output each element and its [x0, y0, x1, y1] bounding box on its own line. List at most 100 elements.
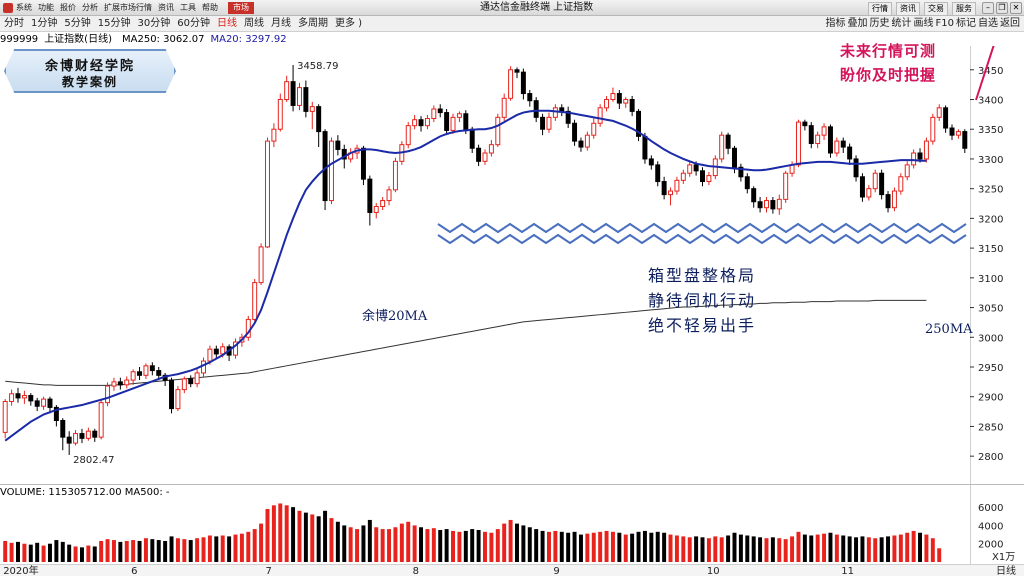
- tool-button-3[interactable]: 统计: [891, 18, 912, 29]
- volume-bar: [610, 531, 615, 562]
- volume-bar: [284, 505, 289, 562]
- volume-bar: [719, 537, 724, 562]
- candle-body: [808, 125, 814, 144]
- volume-bar: [169, 536, 174, 562]
- tool-button-4[interactable]: 画线: [913, 18, 934, 29]
- tool-button-0[interactable]: 指标: [825, 18, 846, 29]
- tool-button-7[interactable]: 自选: [978, 18, 998, 29]
- period-tab-1[interactable]: 1分钟: [31, 18, 58, 29]
- volume-bar: [732, 532, 737, 562]
- candle-body: [309, 106, 315, 112]
- menu-item-extended-market[interactable]: 扩展市场行情: [104, 3, 152, 12]
- quote-button[interactable]: 行情: [868, 2, 892, 16]
- candle-body: [501, 97, 507, 118]
- volume-bar: [444, 529, 449, 562]
- candle-body: [463, 113, 469, 130]
- volume-bar: [758, 537, 763, 562]
- market-button[interactable]: 市场: [228, 2, 254, 14]
- tool-button-5[interactable]: F10: [935, 18, 954, 29]
- volume-bar: [182, 539, 187, 562]
- menu-item-help[interactable]: 帮助: [202, 3, 218, 12]
- volume-bar: [297, 510, 302, 562]
- volume-bar: [815, 534, 820, 562]
- stock-code: 999999: [0, 33, 39, 45]
- period-tab-0[interactable]: 分时: [4, 18, 24, 29]
- close-icon[interactable]: ✕: [1010, 2, 1022, 14]
- tool-button-8[interactable]: 返回: [1000, 18, 1020, 29]
- candle-body: [508, 69, 514, 99]
- menu-item-news[interactable]: 资讯: [158, 3, 174, 12]
- volume-bar: [220, 535, 225, 562]
- candle-body: [469, 128, 475, 149]
- menu-item-analysis[interactable]: 分析: [82, 3, 98, 12]
- candle-body: [584, 134, 590, 148]
- candle-body: [668, 190, 674, 196]
- volume-bar: [713, 536, 718, 562]
- period-tab-8[interactable]: 月线: [270, 18, 291, 29]
- academy-logo-banner: 余博财经学院 教学案例: [4, 49, 176, 93]
- volume-bar: [22, 543, 27, 562]
- period-tab-10[interactable]: 更多 ): [334, 18, 363, 29]
- menu-item-system[interactable]: 系统: [16, 3, 32, 12]
- volume-bar: [271, 505, 276, 562]
- candle-body: [73, 433, 79, 444]
- volume-bar: [143, 538, 148, 562]
- period-tab-5[interactable]: 60分钟: [177, 18, 210, 29]
- volume-bar: [79, 547, 84, 562]
- candle-body: [181, 378, 187, 391]
- volume-bar: [860, 536, 865, 562]
- minimize-icon[interactable]: –: [982, 2, 994, 14]
- candle-body: [303, 87, 309, 112]
- high-price-label: 3458.79: [297, 61, 338, 72]
- volume-bar: [86, 545, 91, 562]
- volume-bar: [163, 540, 168, 562]
- service-button[interactable]: 服务: [952, 2, 976, 16]
- candle-body: [572, 122, 578, 142]
- trade-button[interactable]: 交易: [924, 2, 948, 16]
- logo-line-1: 余博财经学院: [44, 59, 135, 74]
- candle-body: [770, 200, 776, 210]
- volume-bar: [188, 540, 193, 562]
- restore-icon[interactable]: ❐: [996, 2, 1008, 14]
- x-axis-label: 6: [131, 566, 137, 576]
- period-tab-7[interactable]: 周线: [243, 18, 264, 29]
- candlestick-chart[interactable]: 2800 2850 2900 2950 3000 3050 3100 3150 3200 3250…: [0, 46, 1024, 482]
- period-tab-4[interactable]: 30分钟: [137, 18, 171, 29]
- y-tick-label: 2850: [978, 422, 1003, 433]
- promo-text-line-1: 未来行情可测: [840, 42, 937, 60]
- volume-bar: [438, 530, 443, 562]
- window-title: 通达信金融终端 上证指数: [480, 2, 594, 13]
- period-tab-9[interactable]: 多周期: [297, 18, 328, 29]
- volume-bar: [540, 530, 545, 562]
- menu-item-tools[interactable]: 工具: [180, 3, 196, 12]
- candle-body: [41, 398, 47, 407]
- candle-body: [623, 99, 629, 104]
- volume-bar: [412, 525, 417, 562]
- volume-bar: [930, 538, 935, 562]
- tool-button-2[interactable]: 历史: [869, 18, 890, 29]
- volume-bar: [898, 534, 903, 562]
- menu-item-function[interactable]: 功能: [38, 3, 54, 12]
- volume-bar: [847, 536, 852, 562]
- candle-body: [392, 160, 398, 191]
- volume-bar: [508, 519, 513, 562]
- menu-item-quote[interactable]: 报价: [60, 3, 76, 12]
- volume-bar: [546, 531, 551, 562]
- tool-button-1[interactable]: 叠加: [847, 18, 868, 29]
- tool-button-6[interactable]: 标记: [956, 18, 976, 29]
- candle-body: [719, 134, 725, 160]
- volume-bar: [35, 542, 40, 562]
- period-tab-3[interactable]: 15分钟: [97, 18, 131, 29]
- candle-body: [66, 436, 72, 444]
- volume-bar: [380, 529, 385, 562]
- candle-body: [137, 371, 143, 376]
- volume-bar: [841, 535, 846, 562]
- box-note-line-2: 静待伺机行动: [648, 291, 757, 310]
- news-button[interactable]: 资讯: [896, 2, 920, 16]
- candle-body: [648, 158, 654, 166]
- candle-body: [175, 389, 181, 410]
- period-tab-6[interactable]: 日线: [216, 18, 237, 29]
- period-tab-2[interactable]: 5分钟: [64, 18, 91, 29]
- candle-body: [156, 370, 162, 376]
